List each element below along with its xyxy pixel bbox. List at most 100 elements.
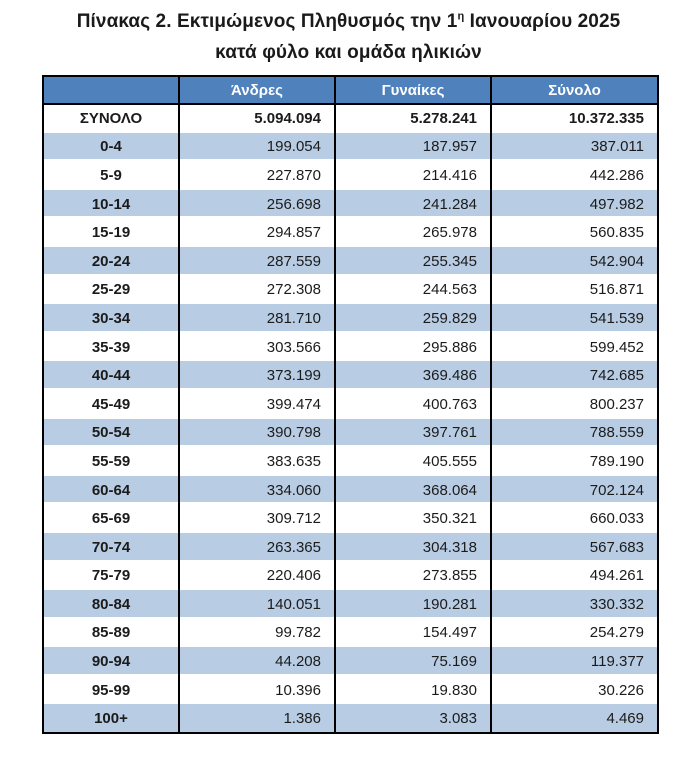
age-group-cell: 70-74: [43, 532, 179, 562]
age-group-cell: 100+: [43, 704, 179, 734]
women-value-cell: 400.763: [334, 389, 491, 419]
age-group-cell: 50-54: [43, 418, 179, 448]
men-value-cell: 256.698: [178, 189, 335, 219]
women-value-cell: 3.083: [334, 704, 491, 734]
men-value-cell: 373.199: [178, 361, 335, 390]
men-value-cell: 44.208: [178, 647, 335, 676]
women-value-cell: 369.486: [334, 361, 491, 390]
women-value-cell: 75.169: [334, 647, 491, 676]
total-value-cell: 30.226: [490, 675, 658, 705]
age-group-cell: 10-14: [43, 189, 179, 219]
men-value-cell: 281.710: [178, 304, 335, 333]
age-group-cell: 85-89: [43, 618, 179, 648]
men-value-cell: 287.559: [178, 246, 335, 276]
total-value-cell: 442.286: [490, 161, 658, 190]
table-row: 80-84 140.051 190.281 330.332: [43, 590, 658, 619]
table-row: 90-94 44.208 75.169 119.377: [43, 647, 658, 676]
column-header-total: Σύνολο: [490, 76, 658, 105]
age-group-cell: 95-99: [43, 675, 179, 705]
total-value-cell: 542.904: [490, 246, 658, 276]
total-value-cell: 789.190: [490, 447, 658, 476]
men-value-cell: 140.051: [178, 590, 335, 619]
title-text-prefix: Πίνακας 2. Εκτιμώμενος Πληθυσμός την 1: [76, 11, 458, 32]
men-value-cell: 390.798: [178, 418, 335, 448]
table-row: 100+ 1.386 3.083 4.469: [43, 704, 658, 734]
column-header-age-group: [43, 76, 179, 105]
table-row: 55-59 383.635 405.555 789.190: [43, 447, 658, 476]
women-value-cell: 350.321: [334, 504, 491, 533]
women-value-cell: 214.416: [334, 161, 491, 190]
table-row: 5-9 227.870 214.416 442.286: [43, 161, 658, 190]
men-value-cell: 99.782: [178, 618, 335, 648]
age-group-cell: 75-79: [43, 561, 179, 591]
population-table: Άνδρες Γυναίκες Σύνολο ΣΥΝΟΛΟ 5.094.094 5.…: [42, 75, 659, 735]
age-group-cell: 40-44: [43, 361, 179, 390]
women-value-cell: 397.761: [334, 418, 491, 448]
age-group-cell: 55-59: [43, 447, 179, 476]
table-body: ΣΥΝΟΛΟ 5.094.094 5.278.241 10.372.335 0-4 199…: [43, 104, 658, 734]
women-value-cell: 295.886: [334, 332, 491, 362]
men-value-cell: 220.406: [178, 561, 335, 591]
women-value-cell: 241.284: [334, 189, 491, 219]
women-value-cell: 304.318: [334, 532, 491, 562]
total-value-cell: 10.372.335: [490, 104, 658, 133]
age-group-cell: 15-19: [43, 218, 179, 247]
men-value-cell: 263.365: [178, 532, 335, 562]
women-value-cell: 368.064: [334, 475, 491, 505]
total-value-cell: 119.377: [490, 647, 658, 676]
table-row: 75-79 220.406 273.855 494.261: [43, 561, 658, 591]
table-row: 50-54 390.798 397.761 788.559: [43, 418, 658, 448]
table-row: 35-39 303.566 295.886 599.452: [43, 332, 658, 362]
age-group-cell: 60-64: [43, 475, 179, 505]
total-value-cell: 4.469: [490, 704, 658, 734]
women-value-cell: 405.555: [334, 447, 491, 476]
table-row: 95-99 10.396 19.830 30.226: [43, 675, 658, 705]
women-value-cell: 5.278.241: [334, 104, 491, 133]
women-value-cell: 265.978: [334, 218, 491, 247]
age-group-cell: 0-4: [43, 132, 179, 162]
age-group-cell: 20-24: [43, 246, 179, 276]
table-row: 20-24 287.559 255.345 542.904: [43, 246, 658, 276]
table-row: 85-89 99.782 154.497 254.279: [43, 618, 658, 648]
women-value-cell: 190.281: [334, 590, 491, 619]
age-group-cell: 65-69: [43, 504, 179, 533]
age-group-cell: 80-84: [43, 590, 179, 619]
total-value-cell: 567.683: [490, 532, 658, 562]
table-row: 45-49 399.474 400.763 800.237: [43, 389, 658, 419]
men-value-cell: 303.566: [178, 332, 335, 362]
total-value-cell: 800.237: [490, 389, 658, 419]
age-group-cell: 25-29: [43, 275, 179, 305]
table-row: 10-14 256.698 241.284 497.982: [43, 189, 658, 219]
total-value-cell: 599.452: [490, 332, 658, 362]
men-value-cell: 399.474: [178, 389, 335, 419]
men-value-cell: 294.857: [178, 218, 335, 247]
table-row: ΣΥΝΟΛΟ 5.094.094 5.278.241 10.372.335: [43, 104, 658, 133]
age-group-cell: 90-94: [43, 647, 179, 676]
table-row: 15-19 294.857 265.978 560.835: [43, 218, 658, 247]
age-group-cell: ΣΥΝΟΛΟ: [43, 104, 179, 133]
women-value-cell: 187.957: [334, 132, 491, 162]
title-line-2: κατά φύλο και ομάδα ηλικιών: [215, 42, 482, 63]
total-value-cell: 330.332: [490, 590, 658, 619]
age-group-cell: 35-39: [43, 332, 179, 362]
title-text-suffix: Ιανουαρίου 2025: [464, 11, 621, 32]
title-superscript: η: [457, 10, 465, 23]
page-title: Πίνακας 2. Εκτιμώμενος Πληθυσμός την 1η …: [0, 6, 697, 68]
table-row: 0-4 199.054 187.957 387.011: [43, 132, 658, 162]
men-value-cell: 5.094.094: [178, 104, 335, 133]
women-value-cell: 259.829: [334, 304, 491, 333]
column-header-men: Άνδρες: [178, 76, 335, 105]
column-header-women: Γυναίκες: [334, 76, 491, 105]
total-value-cell: 494.261: [490, 561, 658, 591]
total-value-cell: 541.539: [490, 304, 658, 333]
women-value-cell: 244.563: [334, 275, 491, 305]
table-row: 65-69 309.712 350.321 660.033: [43, 504, 658, 533]
total-value-cell: 788.559: [490, 418, 658, 448]
men-value-cell: 199.054: [178, 132, 335, 162]
total-value-cell: 516.871: [490, 275, 658, 305]
table-row: 70-74 263.365 304.318 567.683: [43, 532, 658, 562]
total-value-cell: 254.279: [490, 618, 658, 648]
women-value-cell: 255.345: [334, 246, 491, 276]
men-value-cell: 10.396: [178, 675, 335, 705]
